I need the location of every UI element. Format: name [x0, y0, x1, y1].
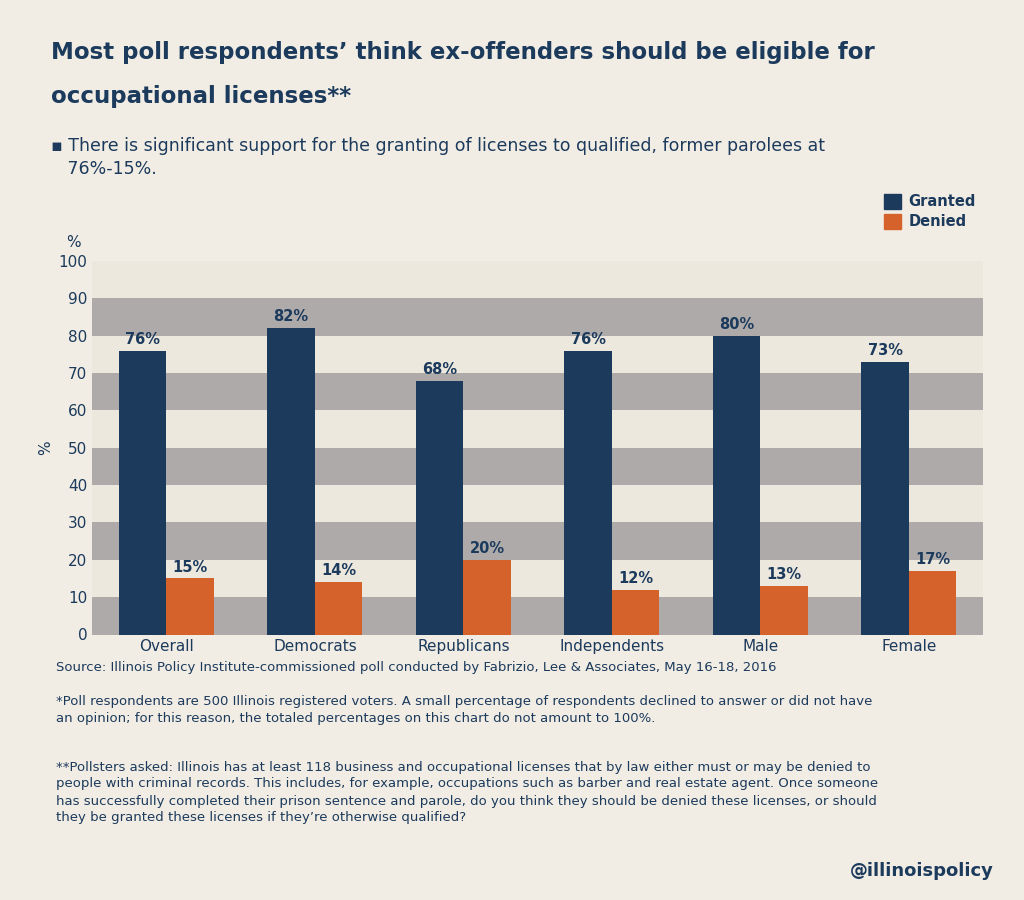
Text: occupational licenses**: occupational licenses**: [51, 86, 351, 109]
Text: Most poll respondents’ think ex-offenders should be eligible for: Most poll respondents’ think ex-offender…: [51, 40, 874, 64]
Text: 17%: 17%: [915, 553, 950, 567]
Bar: [92, 560, 983, 598]
Bar: [166, 579, 214, 634]
Bar: [92, 485, 983, 522]
Bar: [92, 598, 983, 634]
Bar: [92, 336, 983, 373]
Bar: [760, 586, 808, 634]
Bar: [611, 590, 659, 634]
Bar: [92, 522, 983, 560]
Bar: [315, 582, 362, 634]
Text: @illinoispolicy: @illinoispolicy: [849, 862, 993, 880]
Legend: Granted, Denied: Granted, Denied: [884, 194, 976, 230]
Bar: [713, 336, 760, 634]
Text: 73%: 73%: [867, 343, 902, 358]
Bar: [416, 381, 463, 634]
Bar: [861, 362, 908, 634]
Bar: [267, 328, 314, 634]
Bar: [92, 373, 983, 410]
Text: 13%: 13%: [767, 567, 802, 582]
Bar: [463, 560, 511, 634]
Text: 15%: 15%: [172, 560, 208, 575]
Text: 68%: 68%: [422, 362, 457, 377]
Bar: [909, 571, 956, 634]
Y-axis label: %: %: [38, 440, 53, 455]
Text: 12%: 12%: [618, 571, 653, 586]
Text: 82%: 82%: [273, 310, 308, 325]
Text: 20%: 20%: [470, 541, 505, 556]
Text: 14%: 14%: [322, 563, 356, 579]
Bar: [92, 299, 983, 336]
Text: ▪ There is significant support for the granting of licenses to qualified, former: ▪ There is significant support for the g…: [51, 137, 825, 178]
Text: 80%: 80%: [719, 317, 755, 332]
Text: Source: Illinois Policy Institute-commissioned poll conducted by Fabrizio, Lee &: Source: Illinois Policy Institute-commis…: [56, 662, 777, 674]
Text: 76%: 76%: [570, 332, 605, 347]
Bar: [564, 351, 611, 634]
Text: %: %: [67, 235, 81, 250]
Bar: [92, 448, 983, 485]
Bar: [92, 261, 983, 299]
Text: 76%: 76%: [125, 332, 160, 347]
Text: **Pollsters asked: Illinois has at least 118 business and occupational licenses : **Pollsters asked: Illinois has at least…: [56, 760, 879, 824]
Bar: [92, 410, 983, 448]
Bar: [119, 351, 166, 634]
Text: *Poll respondents are 500 Illinois registered voters. A small percentage of resp: *Poll respondents are 500 Illinois regis…: [56, 695, 872, 725]
